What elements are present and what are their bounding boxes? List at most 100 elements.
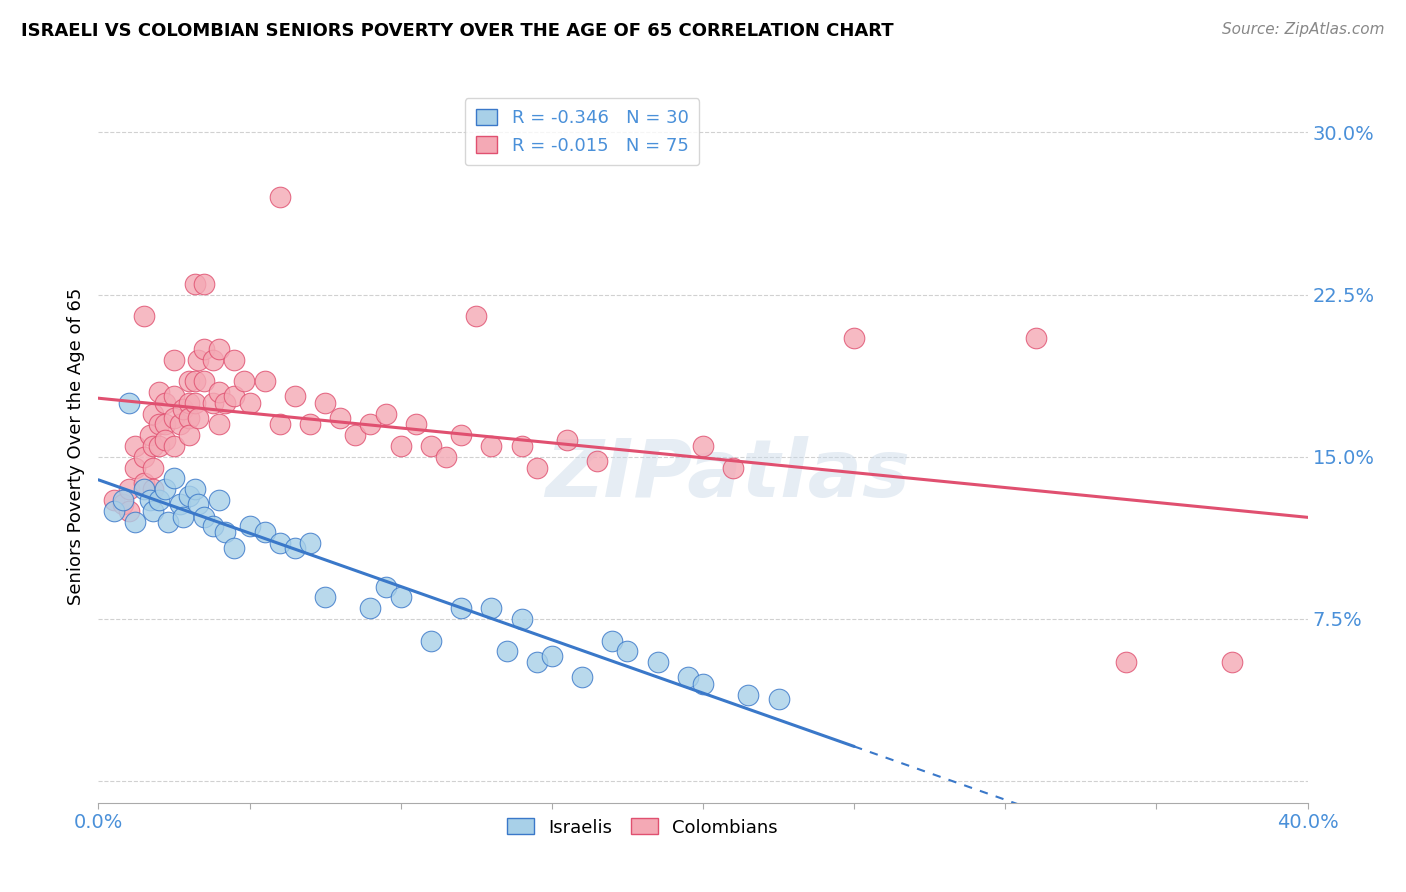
Point <box>169 497 191 511</box>
Point <box>169 417 191 432</box>
Point <box>184 277 207 291</box>
Point <box>148 439 170 453</box>
Point <box>1115 655 1137 669</box>
Point <box>224 352 246 367</box>
Point <box>329 410 352 425</box>
Point <box>526 460 548 475</box>
Point <box>224 541 246 555</box>
Point <box>163 352 186 367</box>
Point <box>676 670 699 684</box>
Point <box>179 428 201 442</box>
Point <box>616 644 638 658</box>
Legend: Israelis, Colombians: Israelis, Colombians <box>501 811 785 844</box>
Point <box>172 510 194 524</box>
Point <box>374 580 396 594</box>
Point <box>481 439 503 453</box>
Point <box>148 417 170 432</box>
Point <box>214 396 236 410</box>
Point <box>193 342 215 356</box>
Point <box>179 374 201 388</box>
Point <box>163 410 186 425</box>
Point <box>202 352 225 367</box>
Text: ISRAELI VS COLOMBIAN SENIORS POVERTY OVER THE AGE OF 65 CORRELATION CHART: ISRAELI VS COLOMBIAN SENIORS POVERTY OVE… <box>21 22 894 40</box>
Point <box>153 433 176 447</box>
Point <box>481 601 503 615</box>
Point <box>510 612 533 626</box>
Point <box>202 519 225 533</box>
Point <box>208 342 231 356</box>
Point <box>389 439 412 453</box>
Point <box>172 402 194 417</box>
Point <box>555 433 578 447</box>
Point <box>269 536 291 550</box>
Point <box>420 633 443 648</box>
Point <box>314 396 336 410</box>
Point <box>193 374 215 388</box>
Point <box>208 417 231 432</box>
Point <box>768 692 790 706</box>
Point <box>163 439 186 453</box>
Point <box>148 493 170 508</box>
Point <box>269 190 291 204</box>
Text: ZIPatlas: ZIPatlas <box>544 435 910 514</box>
Point <box>118 482 141 496</box>
Point <box>586 454 609 468</box>
Point <box>1220 655 1243 669</box>
Y-axis label: Seniors Poverty Over the Age of 65: Seniors Poverty Over the Age of 65 <box>66 287 84 605</box>
Point <box>142 439 165 453</box>
Point <box>132 475 155 490</box>
Point <box>208 384 231 399</box>
Point <box>299 417 322 432</box>
Point <box>132 310 155 324</box>
Point <box>208 493 231 508</box>
Point <box>139 428 162 442</box>
Point <box>360 417 382 432</box>
Point <box>284 389 307 403</box>
Point <box>193 510 215 524</box>
Point <box>184 374 207 388</box>
Point <box>526 655 548 669</box>
Point <box>374 407 396 421</box>
Point <box>163 389 186 403</box>
Point <box>647 655 669 669</box>
Point <box>139 493 162 508</box>
Point <box>156 515 179 529</box>
Point <box>124 515 146 529</box>
Point <box>253 525 276 540</box>
Point <box>124 439 146 453</box>
Point <box>118 504 141 518</box>
Point <box>239 396 262 410</box>
Point <box>153 417 176 432</box>
Point <box>510 439 533 453</box>
Point <box>571 670 593 684</box>
Point <box>142 482 165 496</box>
Point <box>232 374 254 388</box>
Point <box>224 389 246 403</box>
Point <box>148 384 170 399</box>
Point <box>118 396 141 410</box>
Point <box>253 374 276 388</box>
Point <box>284 541 307 555</box>
Point <box>187 497 209 511</box>
Point <box>187 352 209 367</box>
Point <box>111 497 134 511</box>
Point <box>360 601 382 615</box>
Point <box>450 428 472 442</box>
Point <box>124 460 146 475</box>
Point <box>344 428 367 442</box>
Point <box>163 471 186 485</box>
Point <box>142 407 165 421</box>
Point <box>314 591 336 605</box>
Point <box>450 601 472 615</box>
Point <box>179 410 201 425</box>
Point <box>132 482 155 496</box>
Point <box>111 493 134 508</box>
Point <box>1024 331 1046 345</box>
Point <box>602 633 624 648</box>
Point <box>269 417 291 432</box>
Text: Source: ZipAtlas.com: Source: ZipAtlas.com <box>1222 22 1385 37</box>
Point <box>420 439 443 453</box>
Point <box>187 410 209 425</box>
Point <box>179 396 201 410</box>
Point <box>434 450 457 464</box>
